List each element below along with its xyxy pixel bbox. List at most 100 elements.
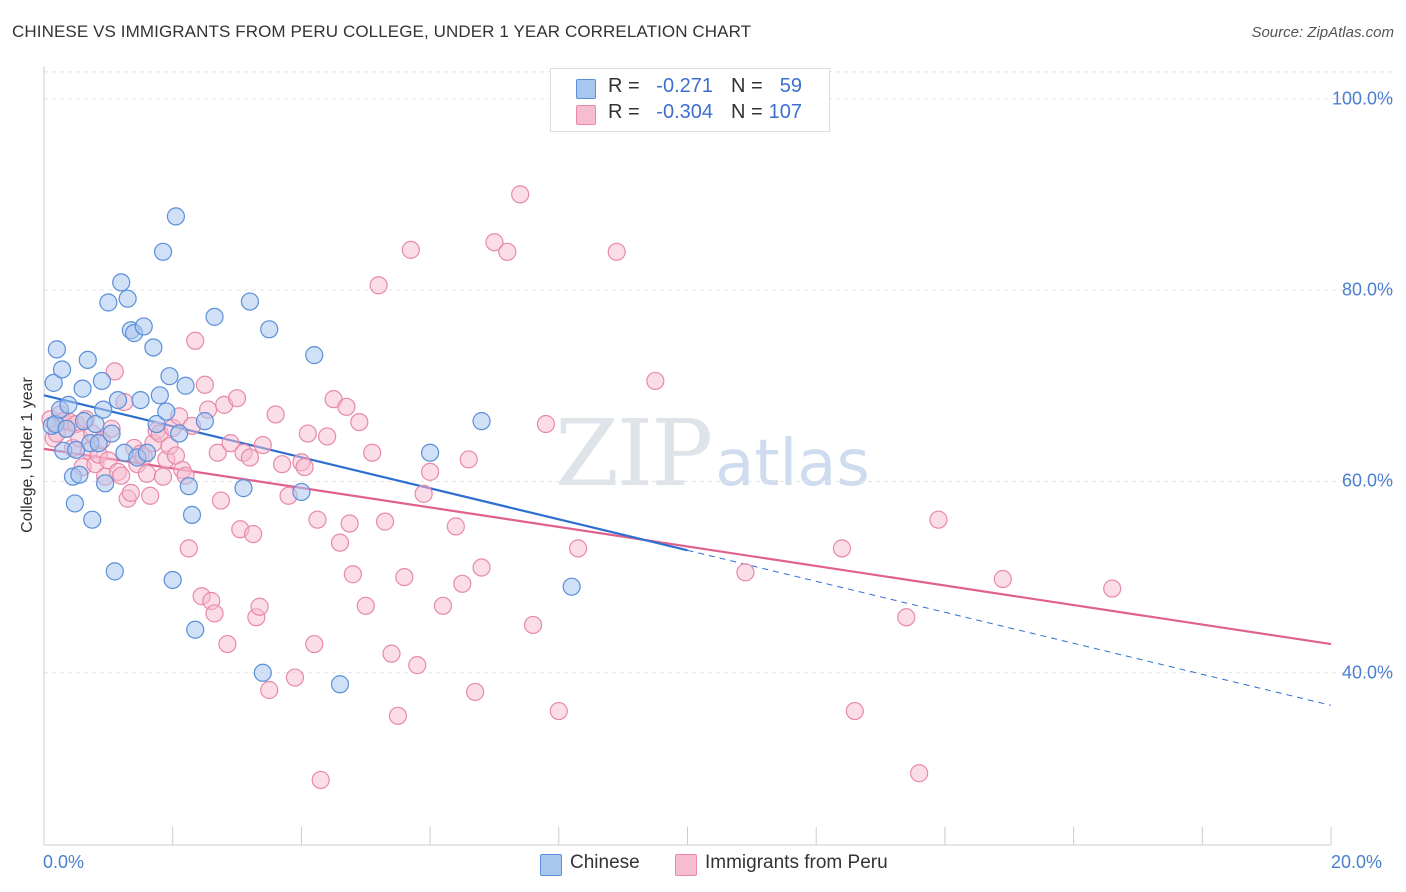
chinese-point [253,663,272,682]
chinese-point [176,376,195,395]
chinese-point [240,292,260,311]
peru-point [137,464,157,483]
chinese-point [150,386,169,405]
peru-point [408,656,427,675]
chinese-point [137,443,157,462]
legend-n-label: N = [731,101,763,123]
chinese-point [186,620,205,639]
legend-n-value: 59 [779,75,802,97]
chinese-point [102,424,121,443]
peru-points [41,185,1122,790]
chinese-point [112,273,131,292]
chinese-point [99,293,118,312]
peru-legend-swatch [675,854,697,876]
chinese-point [195,412,214,431]
peru-point [308,510,327,529]
peru-point [305,634,324,654]
chinese-point [153,242,173,261]
chinese-point [131,390,150,410]
peru-point [218,634,237,654]
peru-point [356,596,375,615]
peru-point [121,483,140,503]
legend-r-value: -0.304 [656,101,713,123]
chinese-point [305,346,324,365]
peru-point [466,682,485,702]
chinese-point [179,477,198,496]
peru-point [845,701,864,721]
peru-point [227,389,247,408]
peru-point [205,604,224,623]
peru-point [549,701,568,721]
y-tick-label: 60.0% [1341,470,1393,491]
peru-point [993,569,1012,589]
peru-point [311,770,330,790]
x-tick-label-min: 0.0% [43,852,85,872]
legend-n-value: 107 [768,101,802,123]
legend-r-value: -0.271 [656,75,713,97]
peru-point [105,362,124,381]
chinese-point [144,338,163,357]
chinese-point [65,494,84,513]
legend-r-label: R = [608,75,640,97]
chinese-point [94,400,113,419]
chinese-legend-label: Chinese [570,852,640,873]
chinese-point [260,320,279,339]
peru-point [295,457,314,477]
peru-point [1103,579,1122,598]
peru-point [266,405,285,424]
legend-row-chinese: R = -0.271 N = 59 [551,75,829,101]
peru-point [498,242,517,261]
peru-point [414,484,433,503]
peru-point [221,434,240,453]
chinese-point [134,317,153,336]
chinese-point [78,350,97,370]
peru-point [910,764,929,783]
chinese-point [118,289,137,308]
peru-legend-label: Immigrants from Peru [705,852,888,873]
peru-point [421,462,440,481]
peru-point [208,443,227,462]
chinese-point [472,412,491,431]
chinese-point [157,402,176,421]
chinese-point [57,419,76,438]
peru-point [472,558,491,577]
peru-point [350,412,369,432]
chinese-point [86,414,105,434]
y-tick-label: 100.0% [1331,88,1393,109]
peru-point [485,233,504,252]
peru-point [330,533,350,552]
chinese-point [160,367,179,386]
chinese-point [205,307,224,326]
peru-point [536,414,556,434]
peru-point [897,608,916,627]
peru-point [382,644,401,663]
peru-point [569,539,588,558]
chinese-point [234,479,253,498]
peru-point [395,567,414,587]
peru-point [607,242,626,261]
series-legend: Chinese Immigrants from Peru [0,852,1406,878]
peru-point [388,706,408,725]
peru-point [401,240,420,259]
peru-point [179,539,198,558]
chart-title: CHINESE VS IMMIGRANTS FROM PERU COLLEGE,… [12,22,752,41]
peru-point [153,467,173,486]
peru-point [646,371,665,391]
peru-trend-line [43,447,1332,646]
peru-point [260,680,279,700]
peru-point [459,450,478,469]
chinese-point [59,395,78,414]
peru-point [250,597,269,616]
chinese-point [108,390,128,410]
chinese-point [330,675,350,694]
chinese-point [166,207,186,226]
y-tick-label: 80.0% [1341,279,1393,300]
chinese-trend-extension [687,549,1332,706]
chinese-point [52,360,72,379]
peru-swatch [576,105,596,125]
chinese-point [44,373,63,392]
chinese-point [89,434,108,453]
peru-point [446,517,465,536]
peru-point [511,185,530,204]
chinese-point [47,340,66,359]
